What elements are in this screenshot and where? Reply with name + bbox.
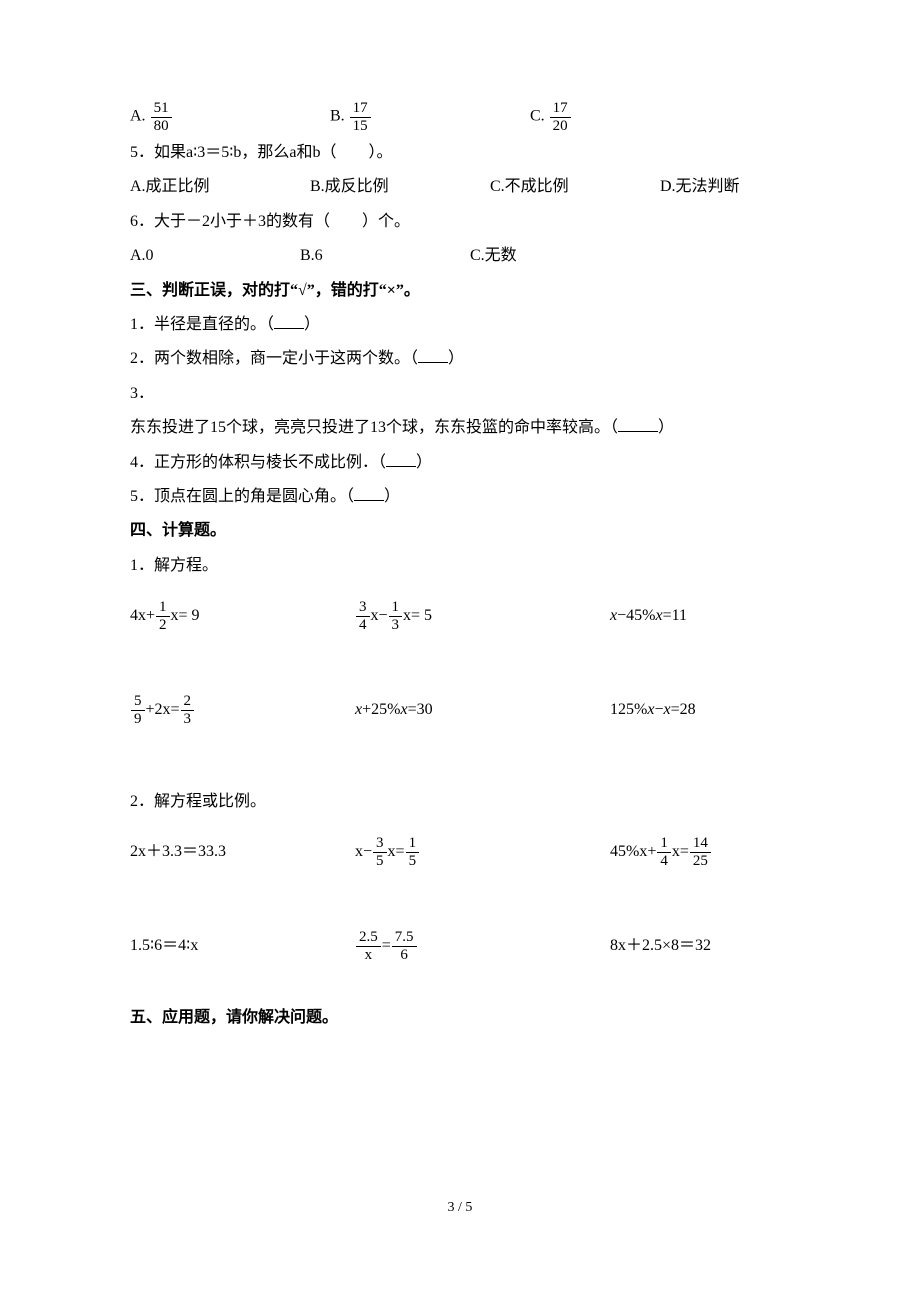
s4-p1: 1．解方程。 bbox=[130, 551, 800, 581]
eq-2-3: 125% x − x =28 bbox=[610, 695, 696, 725]
s3-item1: 1．半径是直径的。（） bbox=[130, 310, 800, 340]
q5-choice-a: A.成正比例 bbox=[130, 172, 310, 202]
q5-text: 5．如果a∶3＝5∶b，那么a和b（ ）。 bbox=[130, 138, 800, 168]
eq-2-1: 59 +2x= 23 bbox=[130, 693, 355, 727]
section5-title: 五、应用题，请你解决问题。 bbox=[130, 1003, 800, 1033]
label: B. bbox=[330, 108, 345, 125]
label: C. bbox=[530, 108, 545, 125]
eq-row-4: 1.5∶6＝4∶x 2.5x = 7.56 8x＋2.5×8＝32 bbox=[130, 929, 800, 963]
fraction: 17 15 bbox=[350, 100, 371, 134]
eq-4-1: 1.5∶6＝4∶x bbox=[130, 931, 355, 961]
q5-choice-d: D.无法判断 bbox=[660, 172, 740, 202]
eq-1-2: 34 x− 13 x= 5 bbox=[355, 599, 610, 633]
eq-4-2: 2.5x = 7.56 bbox=[355, 929, 610, 963]
fraction: 51 80 bbox=[151, 100, 172, 134]
q6-choice-b: B.6 bbox=[300, 241, 470, 271]
s3-item3-num: 3． bbox=[130, 379, 800, 409]
eq-row-2: 59 +2x= 23 x +25% x =30 125% x − x =28 bbox=[130, 693, 800, 727]
eq-3-1: 2x＋3.3＝33.3 bbox=[130, 837, 355, 867]
eq-2-2: x +25% x =30 bbox=[355, 695, 610, 725]
q6-choice-c: C.无数 bbox=[470, 241, 517, 271]
q4-choice-c: C. 17 20 bbox=[530, 100, 730, 134]
eq-row-1: 4x+ 12 x= 9 34 x− 13 x= 5 x −45% x =11 bbox=[130, 599, 800, 633]
eq-1-3: x −45% x =11 bbox=[610, 601, 687, 631]
blank bbox=[618, 416, 658, 432]
label: A. bbox=[130, 108, 146, 125]
q4-choice-b: B. 17 15 bbox=[330, 100, 530, 134]
q6-choice-a: A.0 bbox=[130, 241, 300, 271]
blank bbox=[418, 347, 448, 363]
q5-choice-c: C.不成比例 bbox=[490, 172, 660, 202]
q5-choices: A.成正比例 B.成反比例 C.不成比例 D.无法判断 bbox=[130, 172, 800, 202]
fraction: 17 20 bbox=[550, 100, 571, 134]
s4-p2: 2．解方程或比例。 bbox=[130, 787, 800, 817]
q4-choice-a: A. 51 80 bbox=[130, 100, 330, 134]
blank bbox=[274, 313, 304, 329]
q6-choices: A.0 B.6 C.无数 bbox=[130, 241, 800, 271]
s3-item2: 2．两个数相除，商一定小于这两个数。（） bbox=[130, 344, 800, 374]
eq-4-3: 8x＋2.5×8＝32 bbox=[610, 931, 711, 961]
q6-text: 6．大于－2小于＋3的数有（ ）个。 bbox=[130, 207, 800, 237]
section4-title: 四、计算题。 bbox=[130, 516, 800, 546]
blank bbox=[386, 451, 416, 467]
s3-item3-text: 东东投进了15个球，亮亮只投进了13个球，东东投篮的命中率较高。（） bbox=[130, 413, 800, 443]
q5-choice-b: B.成反比例 bbox=[310, 172, 490, 202]
q4-choices: A. 51 80 B. 17 15 C. 17 20 bbox=[130, 100, 800, 134]
eq-1-1: 4x+ 12 x= 9 bbox=[130, 599, 355, 633]
s3-item4: 4．正方形的体积与棱长不成比例．（） bbox=[130, 448, 800, 478]
s3-item5: 5．顶点在圆上的角是圆心角。（） bbox=[130, 482, 800, 512]
blank bbox=[354, 485, 384, 501]
eq-3-2: x− 35 x= 15 bbox=[355, 835, 610, 869]
section3-title: 三、判断正误，对的打“√”，错的打“×”。 bbox=[130, 276, 800, 306]
eq-row-3: 2x＋3.3＝33.3 x− 35 x= 15 45%x+ 14 x= 1425 bbox=[130, 835, 800, 869]
page-number: 3 / 5 bbox=[0, 1195, 920, 1222]
eq-3-3: 45%x+ 14 x= 1425 bbox=[610, 835, 712, 869]
